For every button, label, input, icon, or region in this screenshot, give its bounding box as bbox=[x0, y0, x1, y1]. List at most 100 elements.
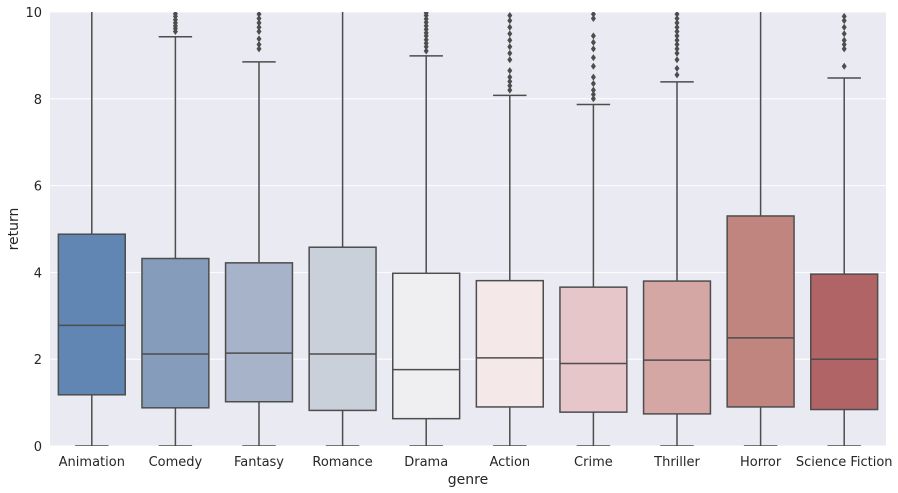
y-tick-label: 8 bbox=[34, 93, 42, 108]
box-iqr bbox=[308, 246, 377, 412]
x-tick-label: Crime bbox=[574, 455, 613, 470]
outlier-point bbox=[256, 12, 262, 18]
outlier-point bbox=[256, 45, 262, 53]
box-iqr bbox=[475, 279, 544, 408]
x-tick-label: Action bbox=[489, 455, 530, 470]
outlier-point bbox=[507, 86, 513, 94]
box-iqr bbox=[642, 280, 712, 415]
outlier-point bbox=[507, 17, 513, 25]
box-group bbox=[726, 12, 795, 446]
outlier-point bbox=[674, 64, 680, 72]
outlier-point bbox=[674, 23, 680, 31]
outlier-point bbox=[841, 12, 847, 20]
outlier-point bbox=[590, 90, 596, 98]
outlier-point bbox=[674, 45, 680, 53]
outlier-point bbox=[256, 35, 262, 43]
box-group bbox=[224, 12, 294, 446]
outlier-point bbox=[256, 41, 262, 49]
box-iqr bbox=[141, 257, 210, 409]
outlier-point bbox=[507, 49, 513, 57]
outlier-point bbox=[674, 71, 680, 79]
box-group bbox=[642, 12, 712, 446]
outlier-point bbox=[590, 54, 596, 62]
outlier-point bbox=[841, 45, 847, 53]
outlier-point bbox=[256, 28, 262, 36]
box-iqr bbox=[726, 215, 795, 408]
outlier-point bbox=[423, 36, 429, 44]
x-tick-labels: Animation Comedy Fantasy Romance Drama Action… bbox=[59, 455, 893, 470]
outlier-point bbox=[841, 23, 847, 31]
outlier-point bbox=[674, 12, 680, 18]
x-tick-label: Science Fiction bbox=[796, 455, 893, 470]
box-iqr bbox=[57, 233, 126, 396]
outlier-point bbox=[841, 36, 847, 44]
box-group bbox=[392, 12, 461, 446]
outlier-point bbox=[590, 95, 596, 103]
outlier-point bbox=[507, 73, 513, 81]
outlier-point bbox=[590, 62, 596, 70]
box-group bbox=[559, 12, 628, 446]
outlier-point bbox=[674, 28, 680, 36]
y-tick-label: 4 bbox=[34, 266, 42, 281]
x-tick-label: Drama bbox=[404, 455, 448, 470]
y-tick-labels: 0 2 4 6 8 10 bbox=[25, 6, 42, 455]
box-iqr bbox=[224, 262, 294, 403]
outlier-point bbox=[507, 67, 513, 75]
outlier-point bbox=[507, 36, 513, 44]
outlier-point bbox=[256, 23, 262, 31]
outlier-point bbox=[507, 12, 513, 19]
x-tick-label: Romance bbox=[312, 455, 372, 470]
outlier-point bbox=[590, 12, 596, 18]
y-axis-title: return bbox=[6, 208, 22, 251]
outlier-point bbox=[256, 15, 262, 23]
outlier-point bbox=[674, 49, 680, 57]
box-group bbox=[810, 12, 879, 446]
box-group bbox=[141, 12, 210, 446]
y-tick-label: 0 bbox=[34, 440, 42, 455]
box-group bbox=[475, 12, 544, 446]
outlier-point bbox=[256, 19, 262, 27]
outlier-point bbox=[590, 80, 596, 88]
outlier-point bbox=[841, 17, 847, 25]
outlier-point bbox=[590, 15, 596, 23]
x-tick-label: Horror bbox=[740, 455, 782, 470]
outlier-point bbox=[841, 41, 847, 49]
box-iqr bbox=[392, 272, 461, 420]
x-tick-label: Fantasy bbox=[234, 455, 284, 470]
outlier-point bbox=[674, 19, 680, 27]
outlier-point bbox=[674, 36, 680, 44]
x-axis-title: genre bbox=[448, 472, 488, 488]
y-tick-label: 6 bbox=[34, 180, 42, 195]
outlier-point bbox=[841, 62, 847, 70]
y-tick-label: 10 bbox=[25, 6, 42, 21]
y-tick-label: 2 bbox=[34, 353, 42, 368]
x-tick-label: Animation bbox=[59, 455, 125, 470]
outlier-point bbox=[674, 56, 680, 64]
box-group bbox=[57, 12, 126, 446]
outlier-point bbox=[590, 38, 596, 46]
box-iqr bbox=[559, 286, 628, 413]
outlier-point bbox=[507, 30, 513, 38]
x-tick-label: Comedy bbox=[149, 455, 203, 470]
outlier-point bbox=[423, 47, 429, 55]
outlier-point bbox=[590, 45, 596, 53]
outlier-point bbox=[590, 73, 596, 81]
outlier-point bbox=[507, 23, 513, 31]
outlier-point bbox=[507, 77, 513, 85]
outlier-point bbox=[590, 32, 596, 40]
outlier-point bbox=[423, 12, 429, 17]
outlier-point bbox=[674, 15, 680, 23]
outlier-point bbox=[507, 56, 513, 64]
box-group bbox=[308, 12, 377, 446]
outlier-point bbox=[674, 41, 680, 49]
outlier-point bbox=[507, 43, 513, 51]
outlier-point bbox=[590, 86, 596, 94]
box-series bbox=[57, 12, 879, 446]
outlier-point bbox=[172, 12, 178, 18]
outlier-point bbox=[674, 32, 680, 40]
x-tick-label: Thriller bbox=[653, 455, 700, 470]
outlier-point bbox=[841, 30, 847, 38]
outlier-point bbox=[507, 82, 513, 90]
